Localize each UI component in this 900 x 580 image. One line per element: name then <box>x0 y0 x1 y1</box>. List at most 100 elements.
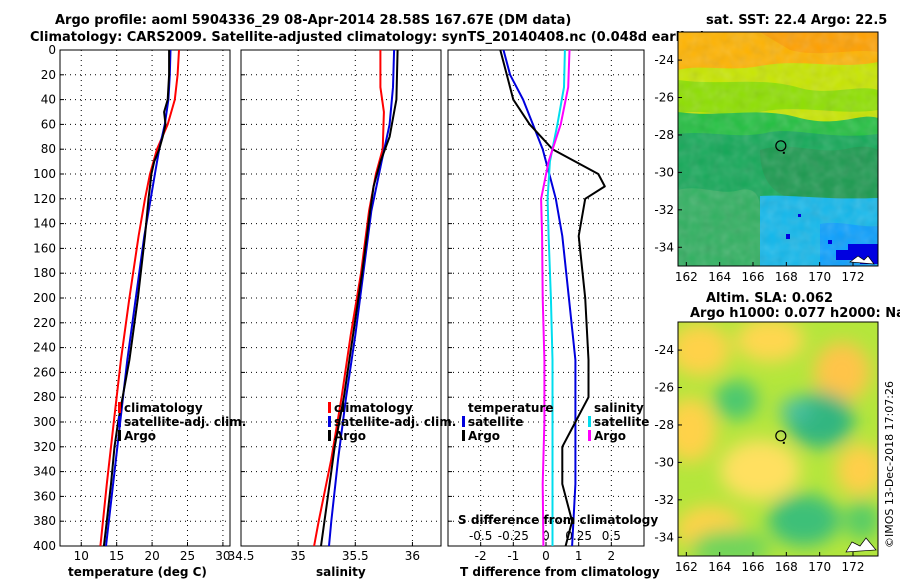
salinity-lines <box>313 49 399 547</box>
map-x-tick-label: 164 <box>708 560 731 574</box>
legend-label-argo: Argo <box>124 429 156 443</box>
map-y-tick-label: -32 <box>654 493 674 507</box>
y-tick-label: 320 <box>33 440 56 454</box>
y-tick-label: 0 <box>48 43 56 57</box>
sla-field <box>678 322 878 556</box>
legend-label-climatology: climatology <box>124 401 203 415</box>
argo-circle <box>775 430 787 442</box>
sst-map: sat. SST: 22.4 Argo: 22.5 162 164 166 168 17… <box>654 13 887 284</box>
y-tick-label: 400 <box>33 539 56 553</box>
series-line-salinity-argo <box>540 49 571 547</box>
y-tick-label: 180 <box>33 266 56 280</box>
temperature-grid <box>60 49 230 547</box>
map-x-tick-label: 162 <box>675 270 698 284</box>
x-tick-label: 0 <box>542 549 550 563</box>
x-tick-label: 15 <box>109 549 124 563</box>
x-tick-label: -2 <box>475 549 487 563</box>
y-tick-label: 220 <box>33 316 56 330</box>
map-x-tick-label: 164 <box>708 270 731 284</box>
sst-axis-ticks: 162 164 166 168 170 172 -24 -26 -28 -30 -32 -34 <box>654 53 864 284</box>
x-tick-label: -1 <box>507 549 519 563</box>
temperature-xlabel: temperature (deg C) <box>68 565 207 579</box>
series-line-climatology <box>313 50 385 547</box>
difference-grid <box>448 49 644 547</box>
x-tick-label: 10 <box>74 549 89 563</box>
sla-axis-ticks: 162 164 166 168 170 172 -24 -26 -28 -30 -32 -34 <box>654 343 864 574</box>
map-x-tick-label: 166 <box>742 270 765 284</box>
difference-legend: temperature satellite Argo salinity sate… <box>462 401 649 443</box>
map-x-tick-label: 170 <box>808 270 831 284</box>
map-x-tick-label: 170 <box>808 560 831 574</box>
sst-map-title: sat. SST: 22.4 Argo: 22.5 <box>706 13 887 28</box>
temperature-lines <box>99 49 180 547</box>
legend-label-climatology: climatology <box>334 401 413 415</box>
x-tick-label: 35 <box>291 549 306 563</box>
sst-field <box>678 32 878 266</box>
y-tick-label: 280 <box>33 390 56 404</box>
s-tick-label: -0.25 <box>498 529 529 543</box>
x-tick-label: 36 <box>405 549 420 563</box>
difference-panel: -2 -1 0 1 2-0.5 -0.25 0 0.25 0.5 T difference fr… <box>447 49 660 579</box>
y-tick-label: 380 <box>33 514 56 528</box>
sst-argo-position-marker <box>775 140 787 154</box>
temperature-legend: climatology satellite-adj. clim. Argo <box>118 401 246 443</box>
legend-label-s-argo: Argo <box>594 429 626 443</box>
x-tick-label: 34.5 <box>228 549 255 563</box>
map-y-tick-label: -34 <box>654 240 674 254</box>
y-tick-label: 300 <box>33 415 56 429</box>
y-tick-label: 80 <box>41 142 56 156</box>
map-x-tick-label: 162 <box>675 560 698 574</box>
difference-ticks: -2 -1 0 1 2-0.5 -0.25 0 0.25 0.5 <box>448 49 621 563</box>
y-tick-label: 160 <box>33 241 56 255</box>
y-tick-label: 240 <box>33 341 56 355</box>
legend-marker-satellite <box>328 416 331 427</box>
legend-marker-climatology <box>118 402 121 413</box>
y-tick-label: 340 <box>33 465 56 479</box>
y-tick-label: 20 <box>41 68 56 82</box>
legend-marker-argo <box>118 430 121 441</box>
legend-marker-t-satellite <box>462 416 465 427</box>
difference-s-xlabel: S difference from climatology <box>458 513 658 527</box>
argo-dot <box>782 441 785 444</box>
series-line-temperature-argo <box>499 49 606 547</box>
x-tick-label: 2 <box>608 549 616 563</box>
map-y-tick-label: -34 <box>654 530 674 544</box>
salinity-grid <box>240 49 441 547</box>
y-tick-label: 360 <box>33 489 56 503</box>
x-tick-label: 1 <box>575 549 583 563</box>
map-y-tick-label: -28 <box>654 128 674 142</box>
map-y-tick-label: -30 <box>654 455 674 469</box>
y-tick-label: 260 <box>33 365 56 379</box>
y-tick-label: 120 <box>33 192 56 206</box>
map-y-tick-label: -28 <box>654 418 674 432</box>
series-line-argo <box>102 50 171 547</box>
series-line-satellite-adj-clim- <box>328 49 396 547</box>
sla-map: Altim. SLA: 0.062 Argo h1000: 0.077 h200… <box>654 291 900 574</box>
series-line-argo <box>320 49 399 547</box>
y-tick-label: 140 <box>33 217 56 231</box>
salinity-ticks: 34.5 35 35.5 36 <box>228 49 420 563</box>
sla-map-title-line2: Argo h1000: 0.077 h2000: NaN <box>690 306 900 321</box>
series-line-temperature-satellite <box>502 49 577 547</box>
x-tick-label: 30 <box>215 549 230 563</box>
legend-marker-climatology <box>328 402 331 413</box>
map-y-tick-label: -26 <box>654 91 674 105</box>
legend-label-satellite: satellite-adj. clim. <box>334 415 456 429</box>
legend-title-temperature: temperature <box>468 401 553 415</box>
map-y-tick-label: -24 <box>654 343 674 357</box>
series-line-climatology <box>99 49 180 547</box>
argo-dot <box>782 151 785 154</box>
legend-marker-satellite <box>118 416 121 427</box>
y-tick-label: 200 <box>33 291 56 305</box>
map-x-tick-label: 168 <box>775 560 798 574</box>
map-x-tick-label: 172 <box>842 560 865 574</box>
difference-lines <box>499 49 606 547</box>
series-line-salinity-satellite <box>546 49 566 546</box>
map-x-tick-label: 168 <box>775 270 798 284</box>
x-tick-label: 20 <box>144 549 159 563</box>
legend-label-t-satellite: satellite <box>468 415 523 429</box>
difference-t-xlabel: T difference from climatology <box>460 565 660 579</box>
legend-marker-s-argo <box>588 430 591 441</box>
x-tick-label: 35.5 <box>342 549 369 563</box>
